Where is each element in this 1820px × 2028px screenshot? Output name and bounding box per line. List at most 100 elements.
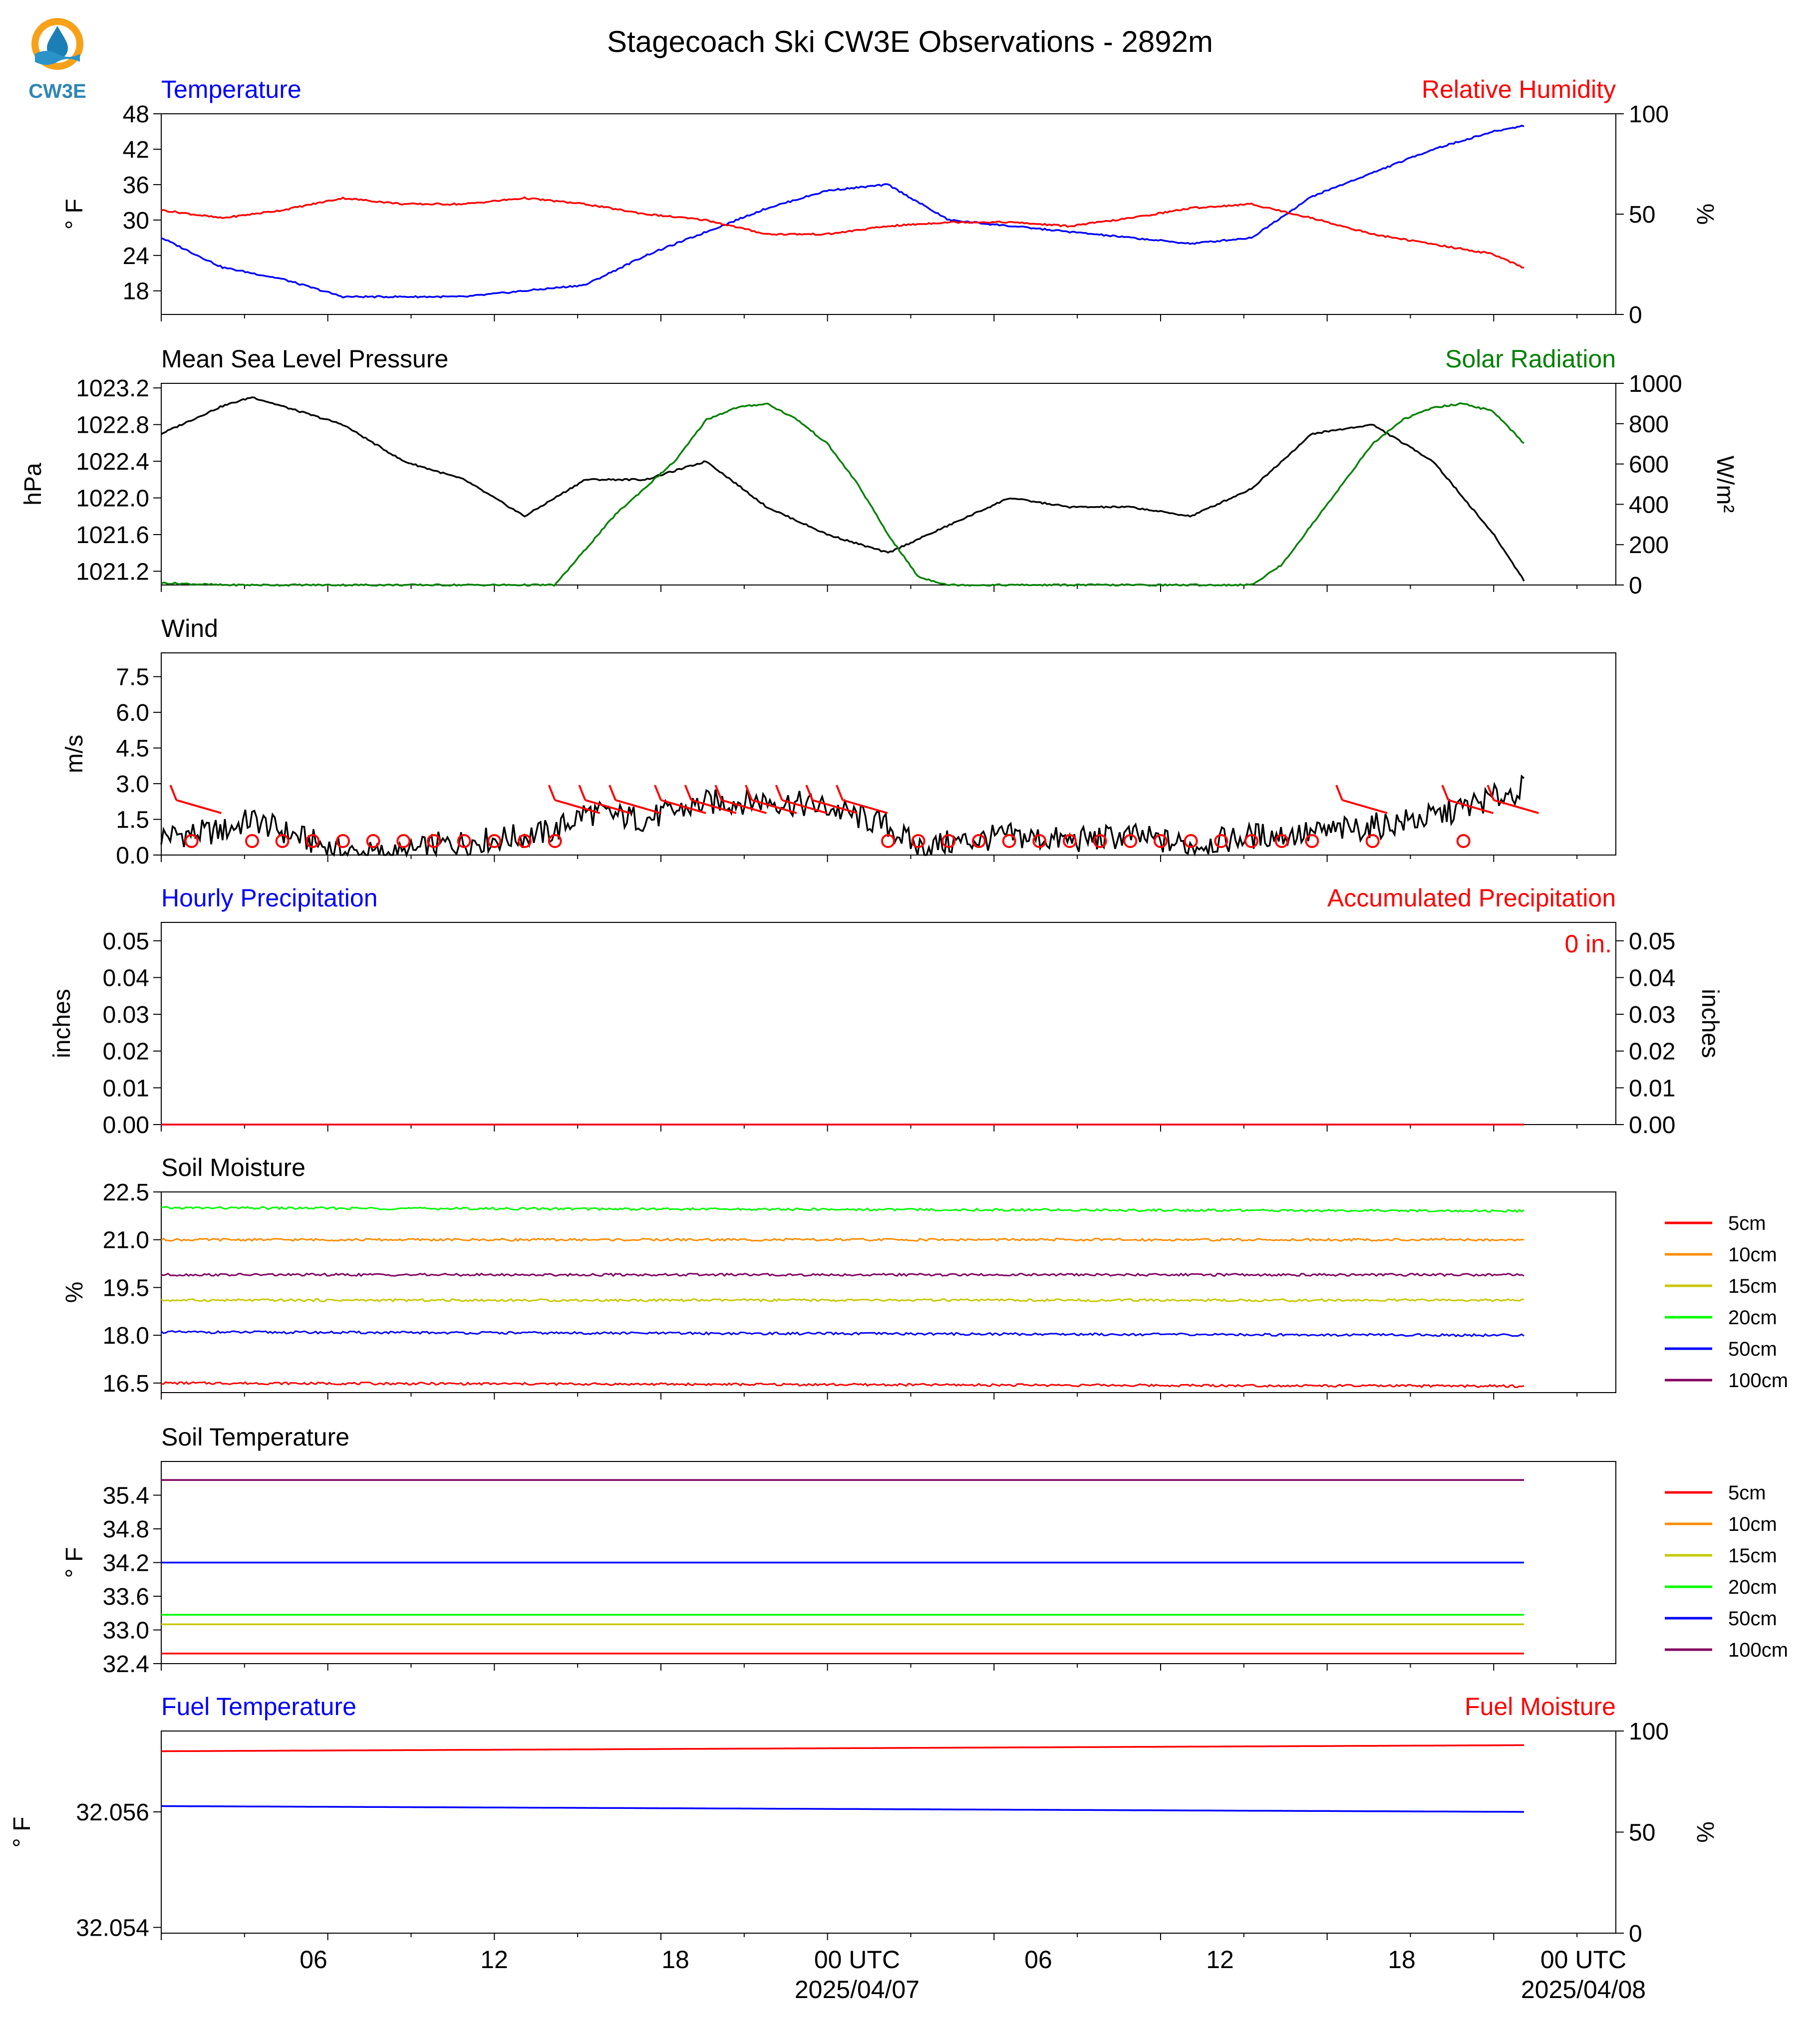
panel-title-right: Relative Humidity	[1422, 75, 1616, 103]
y-tick-label: 0.0	[116, 843, 149, 869]
panel-title-right: Solar Radiation	[1445, 345, 1616, 373]
x-date-label: 2025/04/07	[795, 1976, 919, 2004]
legend-label: 5cm	[1728, 1482, 1766, 1504]
panel-title-left: Soil Temperature	[161, 1423, 349, 1451]
x-tick-label: 12	[480, 1946, 508, 1974]
y-tick-label: 1022.4	[76, 449, 149, 475]
x-tick-label: 00 UTC	[814, 1946, 900, 1974]
calm-wind-icon	[184, 834, 199, 848]
legend-label: 20cm	[1728, 1307, 1777, 1329]
y-tick-label: 32.4	[103, 1651, 149, 1678]
legend: 5cm 10cm 15cm 20cm 50cm 100cm	[1665, 1482, 1788, 1661]
y-axis-label-right: %	[1692, 204, 1718, 225]
calm-wind-icon	[305, 834, 320, 848]
chart-panel-6: Soil Temperature 32.4 33.0 33.6 34.2 34.8 35.4…	[61, 1423, 1788, 1678]
y-tick-label: 1022.8	[76, 412, 149, 439]
x-tick-label: 18	[1388, 1946, 1416, 1974]
y-tick-label-right: 100	[1629, 1719, 1669, 1745]
panel-title-left: Fuel Temperature	[161, 1693, 356, 1721]
wind-barb-icon	[775, 785, 828, 814]
y-axis-label-right: %	[1692, 1821, 1718, 1843]
wind-barb-icon	[608, 785, 661, 814]
wind-barb-icon	[548, 785, 601, 814]
panel-title-left: Wind	[161, 614, 218, 642]
y-tick-label: 1021.6	[76, 522, 149, 549]
chart-panels: Temperature Relative Humidity 18 24 30 36 42 48…	[9, 75, 1788, 1947]
series-line-2	[161, 196, 1524, 269]
wind-barb-icon	[654, 785, 706, 814]
y-tick-label: 1021.2	[76, 559, 149, 585]
legend: 5cm 10cm 15cm 20cm 50cm 100cm	[1665, 1212, 1788, 1392]
y-tick-label: 16.5	[103, 1371, 149, 1397]
y-tick-label-right: 200	[1629, 532, 1669, 559]
series-line-20cm	[161, 1205, 1524, 1213]
calm-wind-icon	[1093, 834, 1107, 848]
series-line-2	[161, 1744, 1524, 1752]
panel-title-left: Mean Sea Level Pressure	[161, 345, 448, 373]
calm-wind-icon	[941, 834, 956, 848]
series-line-5cm	[161, 1381, 1524, 1389]
series-line-100cm	[161, 1272, 1524, 1277]
legend-label: 20cm	[1728, 1576, 1777, 1598]
y-tick-label: 18	[123, 279, 149, 305]
y-tick-label: 42	[123, 137, 149, 163]
figure-title: Stagecoach Ski CW3E Observations - 2892m	[607, 25, 1213, 58]
y-tick-label: 21.0	[103, 1227, 149, 1254]
calm-wind-icon	[548, 834, 562, 848]
calm-wind-icon	[1123, 834, 1138, 848]
y-tick-label: 24	[123, 243, 149, 270]
calm-wind-icon	[911, 834, 925, 848]
logo-drop-icon	[47, 26, 68, 59]
calm-wind-icon	[457, 834, 471, 848]
cw3e-logo: CW3E	[28, 18, 86, 102]
y-tick-label: 0.05	[103, 928, 149, 955]
y-tick-label: 1022.0	[76, 486, 149, 512]
calm-wind-icon	[245, 834, 259, 848]
legend-label: 100cm	[1728, 1639, 1788, 1661]
y-tick-label-right: 0	[1629, 1921, 1642, 1947]
y-tick-label-right: 0.03	[1629, 1002, 1675, 1028]
y-axis-label: m/s	[61, 735, 88, 773]
y-tick-label: 4.5	[116, 736, 149, 762]
series-line-10cm	[161, 1237, 1524, 1242]
x-date-label: 2025/04/08	[1521, 1976, 1646, 2004]
y-tick-label-right: 600	[1629, 452, 1669, 478]
calm-wind-icon	[487, 834, 502, 848]
y-axis-label-right: W/m²	[1712, 456, 1738, 513]
y-tick-label: 7.5	[116, 664, 149, 691]
y-tick-label: 34.2	[103, 1550, 149, 1577]
series-line-1	[161, 124, 1524, 299]
legend-label: 10cm	[1728, 1513, 1777, 1535]
wind-barb-icon	[1441, 785, 1494, 814]
y-tick-label: 34.8	[103, 1516, 149, 1543]
panel-title-left: Hourly Precipitation	[161, 884, 378, 912]
wind-barb-icon	[684, 785, 737, 814]
y-axis-label: hPa	[20, 463, 46, 506]
calm-wind-icon	[972, 834, 986, 848]
calm-wind-icon	[366, 834, 380, 848]
y-tick-label: 33.6	[103, 1584, 149, 1610]
wind-barb-icon	[1335, 785, 1388, 814]
calm-wind-icon	[518, 834, 532, 848]
calm-wind-icon	[1365, 834, 1380, 848]
plot-frame	[161, 1191, 1616, 1393]
legend-label: 10cm	[1728, 1244, 1777, 1266]
y-tick-label: 36	[123, 172, 149, 199]
calm-wind-icon	[1184, 834, 1198, 848]
calm-wind-icon	[1456, 834, 1471, 848]
y-axis-label: %	[61, 1282, 88, 1303]
legend-label: 15cm	[1728, 1275, 1777, 1297]
logo-wave-icon	[35, 51, 80, 65]
y-tick-label-right: 0.02	[1629, 1039, 1675, 1065]
logo-text: CW3E	[28, 80, 86, 102]
x-tick-label: 00 UTC	[1540, 1946, 1626, 1974]
calm-wind-icon	[427, 834, 441, 848]
chart-panel-7: Fuel Temperature Fuel Moisture 32.054 32.05…	[9, 1693, 1718, 1947]
x-tick-label: 18	[661, 1946, 689, 1974]
plot-frame	[161, 383, 1616, 585]
y-tick-label: 0.03	[103, 1002, 149, 1028]
legend-label: 5cm	[1728, 1212, 1766, 1234]
plot-frame	[161, 1731, 1616, 1934]
